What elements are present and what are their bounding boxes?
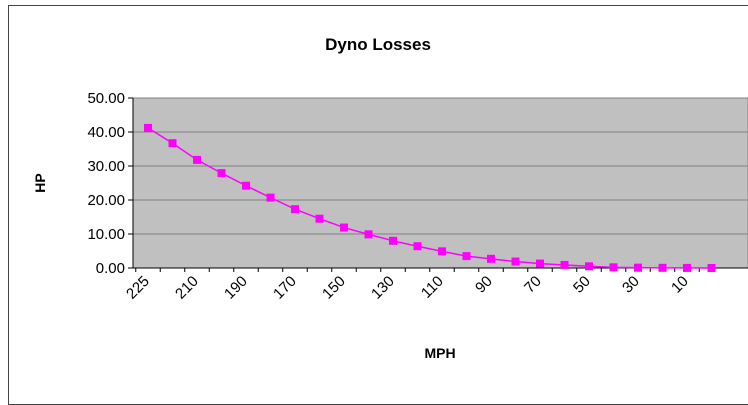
y-tick-label: 30.00 [87, 158, 125, 175]
x-tick-label: 190 [221, 273, 251, 303]
data-point [340, 223, 348, 232]
y-axis-ticks: 0.00 10.00 20.00 30.00 40.00 50.00 [87, 90, 134, 277]
data-point [144, 123, 152, 132]
data-point [658, 263, 667, 272]
data-point [315, 214, 324, 223]
x-tick-label: 70 [521, 273, 545, 297]
data-point [217, 169, 226, 178]
data-point [634, 263, 642, 272]
data-point [511, 257, 520, 266]
chart-title: Dyno Losses [325, 35, 431, 54]
data-point [193, 155, 201, 164]
x-tick-label: 30 [619, 273, 643, 297]
data-point [266, 193, 275, 202]
y-tick-label: 40.00 [87, 124, 125, 141]
x-axis-ticks: 225 210 190 170 150 130 110 90 70 50 30 10 [123, 267, 748, 303]
data-point [585, 262, 593, 271]
data-point [413, 242, 422, 251]
y-tick-label: 20.00 [87, 192, 125, 209]
data-point [609, 263, 618, 272]
y-tick-label: 50.00 [87, 90, 125, 107]
data-point [364, 230, 373, 239]
data-points [144, 123, 716, 272]
data-point [462, 252, 471, 261]
x-tick-label: 110 [418, 273, 447, 302]
data-point [536, 259, 544, 268]
x-tick-label: 170 [270, 273, 300, 303]
x-tick-label: 10 [668, 273, 692, 297]
y-tick-label: 10.00 [87, 226, 125, 243]
data-point [168, 139, 177, 148]
x-tick-label: 150 [319, 273, 349, 303]
plot-area [132, 97, 748, 269]
data-point [438, 247, 446, 256]
y-tick-label: 0.00 [96, 260, 125, 277]
data-point [389, 236, 397, 245]
data-point [707, 264, 716, 272]
line-chart: Dyno Losses 0.00 10.00 20.00 30.00 40.00 50.0… [32, 35, 748, 361]
y-axis-label: HP [32, 173, 48, 192]
data-point [683, 263, 691, 272]
data-point [560, 260, 569, 269]
x-tick-label: 225 [123, 273, 153, 303]
x-axis-label: MPH [424, 345, 455, 361]
x-tick-label: 90 [472, 273, 496, 297]
x-tick-label: 50 [570, 273, 594, 297]
data-point [487, 254, 495, 263]
data-point [291, 205, 299, 214]
data-point [242, 181, 250, 190]
series-line [147, 127, 712, 269]
x-tick-label: 210 [172, 273, 202, 303]
x-tick-label: 130 [368, 273, 398, 303]
